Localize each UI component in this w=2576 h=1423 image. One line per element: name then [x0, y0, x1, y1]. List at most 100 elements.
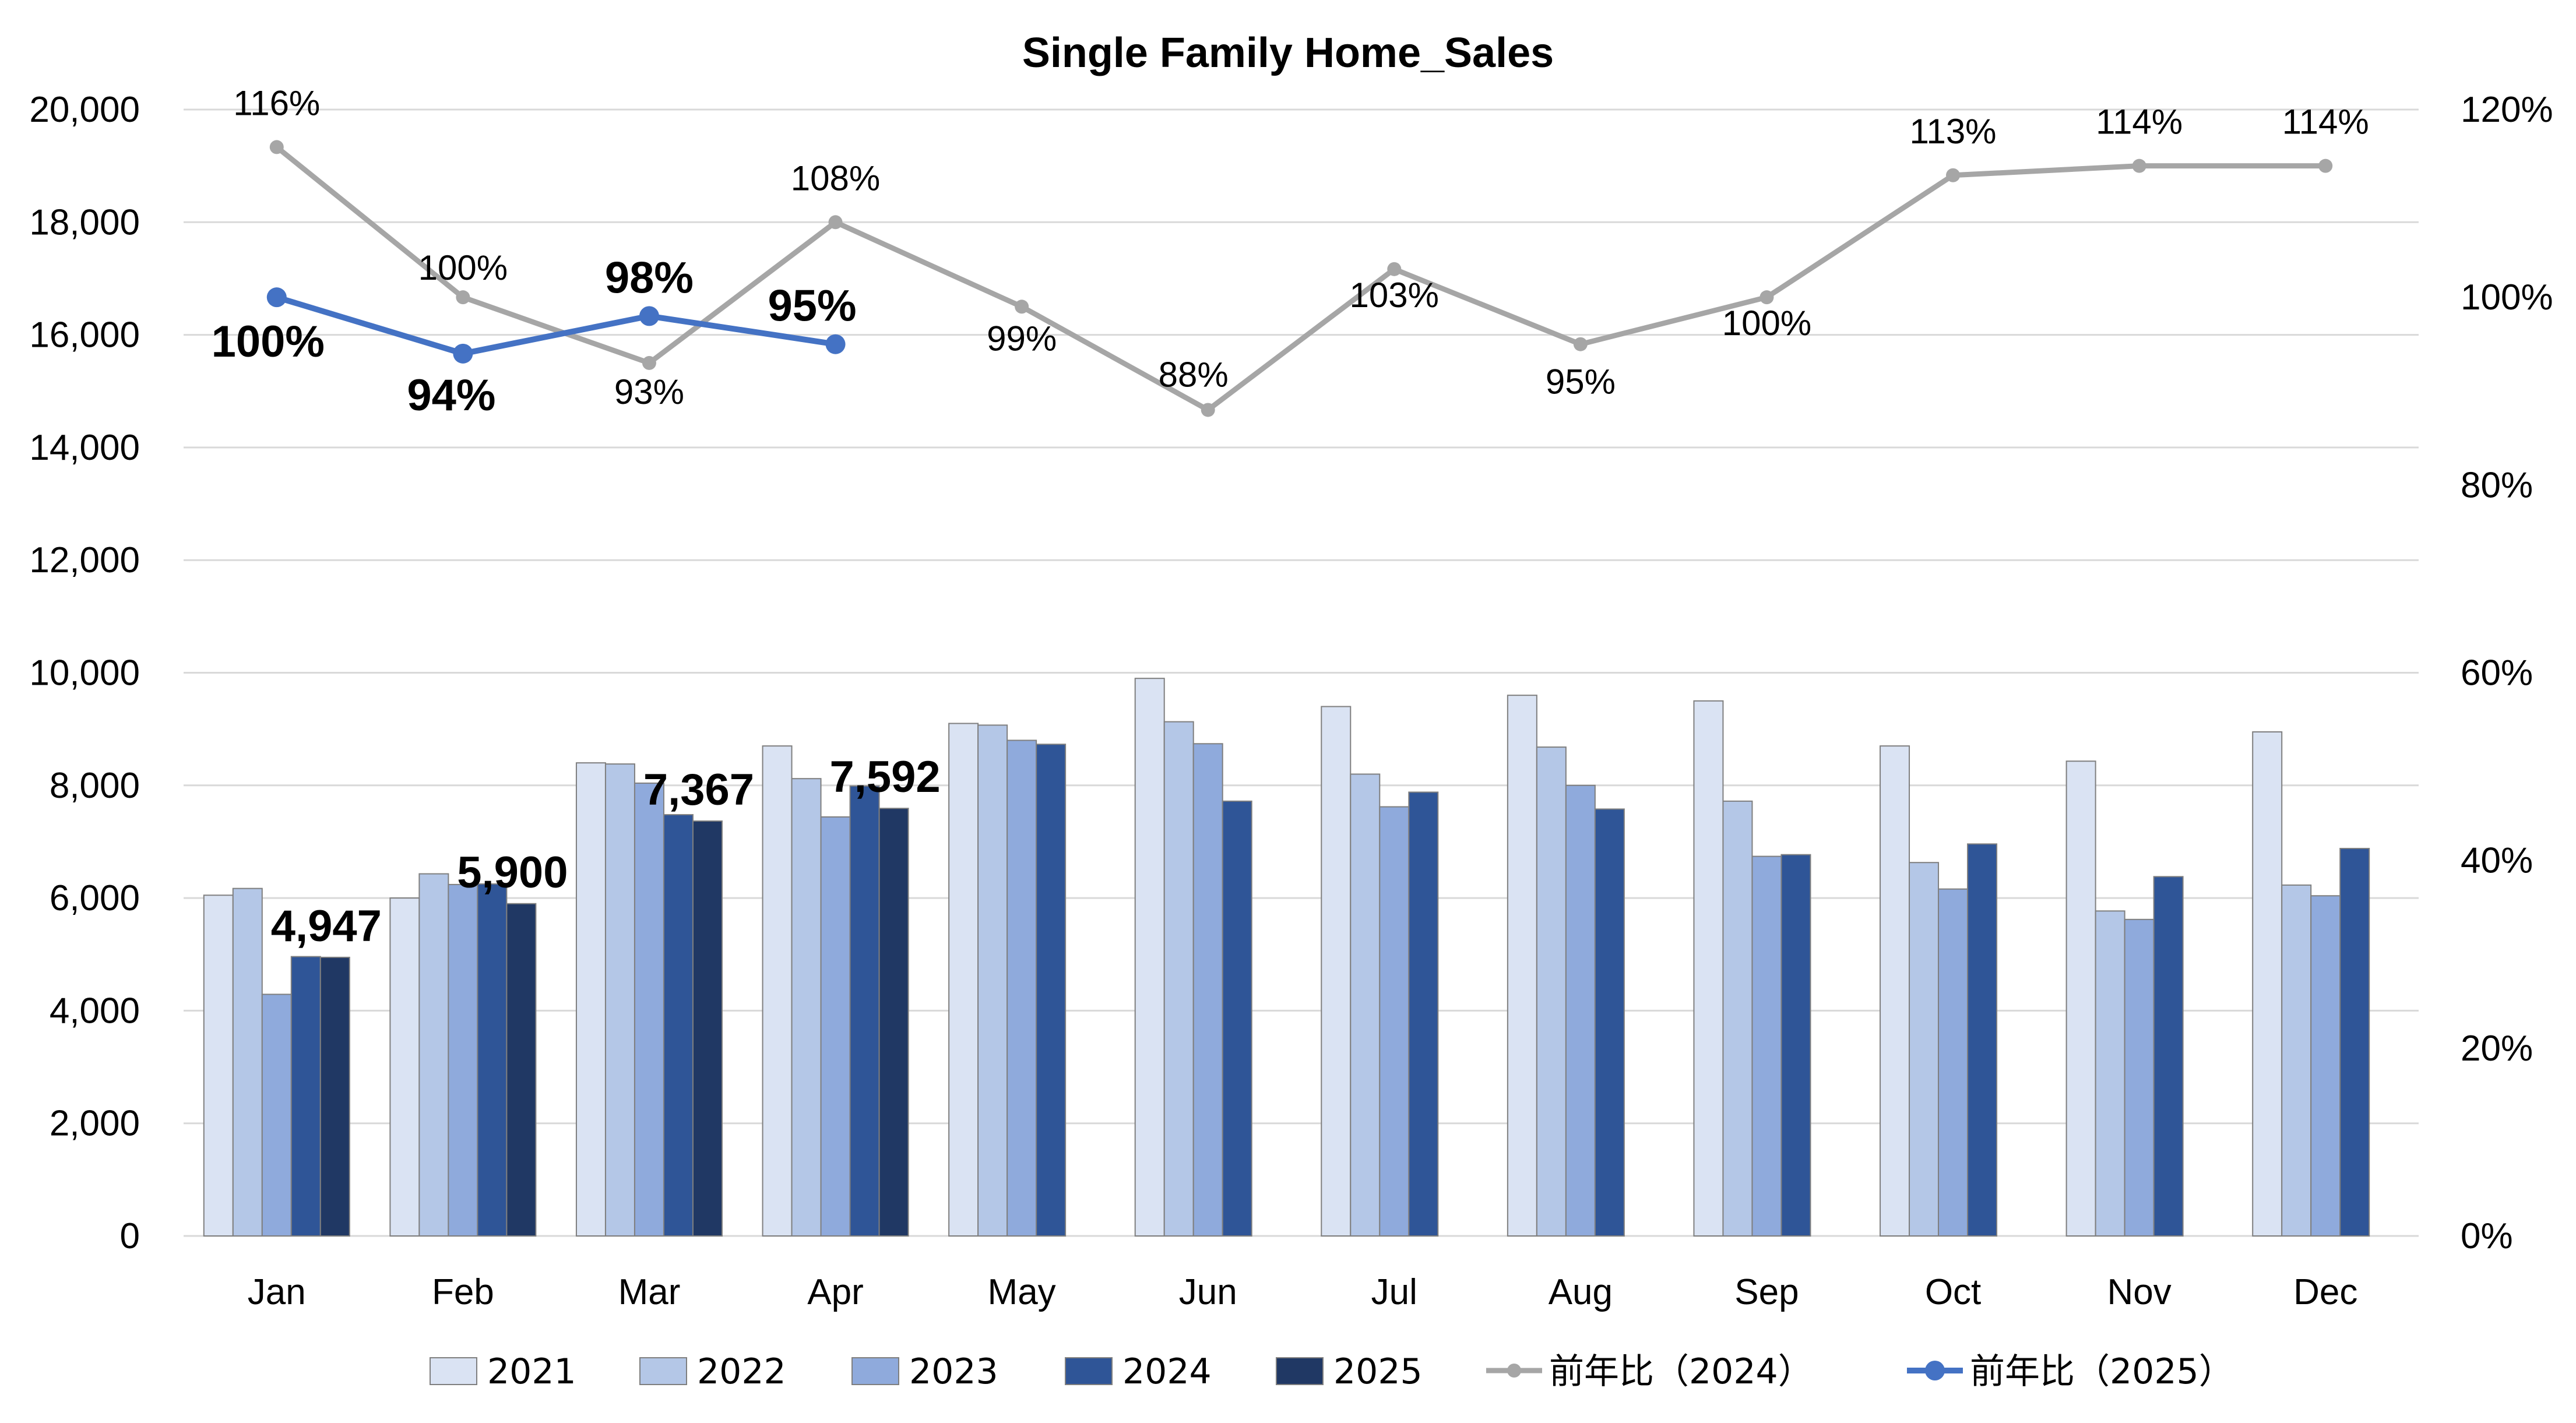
bar-2021-Jul	[1321, 706, 1352, 1237]
line-data-label-2025: 95%	[768, 281, 856, 331]
line-point-2025	[639, 306, 659, 326]
y-left-tick-label: 14,000	[29, 428, 140, 468]
bar-2022-Jul	[1350, 773, 1381, 1237]
bar-2023-Jul	[1379, 806, 1410, 1237]
bar-2022-Dec	[2281, 884, 2312, 1237]
bar-2021-Sep	[1693, 700, 1724, 1237]
legend-marker	[1507, 1364, 1521, 1378]
bar-2024-Feb	[477, 883, 508, 1237]
bar-2023-Dec	[2310, 895, 2341, 1237]
line-data-label-2024: 108%	[791, 158, 880, 198]
line-data-label-2024: 113%	[1910, 112, 1997, 151]
bar-2023-Nov	[2124, 918, 2155, 1237]
line-series-2024	[275, 145, 2326, 413]
y-right-tick-label: 20%	[2461, 1028, 2533, 1069]
legend-label: 2022	[697, 1351, 786, 1392]
bar-2022-Sep	[1722, 800, 1753, 1237]
bar-2024-Jul	[1408, 791, 1439, 1237]
bar-2024-May	[1036, 744, 1067, 1237]
line-data-label-2024: 116%	[233, 83, 320, 122]
bar-2025-Jan	[319, 956, 350, 1237]
line-point-2025	[453, 343, 473, 364]
bar-2021-May	[948, 723, 979, 1237]
legend-label: 前年比（2025）	[1970, 1351, 2234, 1392]
legend-swatch-2023	[851, 1357, 899, 1385]
line-data-label-2025: 98%	[605, 253, 694, 302]
line-point-2024	[2318, 158, 2333, 173]
line-point-2024	[1759, 290, 1774, 305]
line-data-label-2024: 103%	[1350, 276, 1439, 315]
legend-marker	[1925, 1361, 1945, 1380]
bar-2023-Aug	[1565, 784, 1596, 1237]
y-right-tick-label: 0%	[2461, 1216, 2513, 1256]
line-data-label-2025: 100%	[212, 317, 325, 367]
line-series-2025	[276, 294, 836, 357]
bar-2021-Jun	[1134, 678, 1165, 1237]
line-data-label-2025: 94%	[407, 371, 495, 420]
bar-2025-Apr	[878, 808, 909, 1237]
x-tick-label: Oct	[1925, 1272, 1981, 1312]
y-right-tick-label: 40%	[2461, 841, 2533, 881]
y-right-tick-label: 60%	[2461, 653, 2533, 693]
line-point-2024	[1946, 168, 1961, 182]
bar-2023-Jan	[261, 994, 292, 1237]
bar-2025-Mar	[692, 820, 723, 1237]
x-tick-label: Jul	[1371, 1272, 1417, 1312]
bar-2023-Mar	[634, 782, 664, 1237]
line-point-2024	[269, 140, 284, 154]
bar-2022-Aug	[1536, 746, 1567, 1237]
legend-label: 2023	[909, 1351, 998, 1392]
line-data-label-2024: 100%	[418, 248, 508, 287]
x-tick-label: Jun	[1179, 1272, 1237, 1312]
legend-label: 2021	[487, 1351, 576, 1392]
x-tick-label: May	[988, 1272, 1056, 1312]
legend-label: 2025	[1333, 1351, 1423, 1392]
line-data-label-2024: 114%	[2096, 103, 2183, 142]
bar-2023-Feb	[448, 883, 478, 1237]
y-left-tick-label: 12,000	[29, 540, 140, 580]
line-point-2024	[1015, 300, 1029, 314]
bar-2022-Jun	[1163, 721, 1194, 1237]
bar-2024-Dec	[2339, 848, 2370, 1237]
x-tick-label: Mar	[618, 1272, 681, 1312]
y-left-tick-label: 4,000	[50, 991, 140, 1031]
bar-2024-Nov	[2153, 876, 2184, 1237]
bar-2024-Mar	[663, 814, 694, 1237]
bar-2021-Jan	[203, 894, 234, 1237]
line-data-label-2024: 100%	[1722, 304, 1811, 343]
bar-data-label-2025: 7,592	[829, 752, 940, 802]
y-left-tick-label: 0	[120, 1216, 140, 1256]
bar-2021-Dec	[2252, 731, 2283, 1237]
bar-2022-Apr	[791, 778, 822, 1237]
legend-swatch-2024	[1065, 1357, 1113, 1385]
legend-label: 2024	[1122, 1351, 1212, 1392]
y-left-tick-label: 8,000	[50, 766, 140, 806]
x-tick-label: Aug	[1549, 1272, 1613, 1312]
line-point-2024	[1201, 403, 1215, 417]
y-left-tick-label: 16,000	[29, 315, 140, 355]
y-left-tick-label: 20,000	[29, 90, 140, 130]
bar-2022-Nov	[2095, 910, 2125, 1237]
bar-2021-Mar	[575, 762, 606, 1237]
bar-2022-May	[977, 724, 1008, 1237]
y-left-tick-label: 10,000	[29, 653, 140, 693]
line-data-label-2024: 114%	[2282, 103, 2369, 142]
x-tick-label: Jan	[248, 1272, 306, 1312]
y-left-tick-label: 6,000	[50, 878, 140, 918]
line-data-label-2024: 88%	[1159, 355, 1229, 394]
bar-2021-Oct	[1880, 745, 1910, 1237]
y-right-tick-label: 100%	[2461, 277, 2553, 318]
chart-title: Single Family Home_Sales	[1022, 30, 1554, 76]
line-data-label-2024: 93%	[614, 372, 684, 411]
legend-swatch-2022	[639, 1357, 687, 1385]
y-left-tick-label: 18,000	[29, 202, 140, 242]
bar-2021-Apr	[762, 745, 793, 1237]
line-point-2025	[266, 287, 287, 308]
x-tick-label: Sep	[1734, 1272, 1799, 1312]
bar-data-label-2025: 4,947	[271, 901, 382, 951]
legend-swatch-2021	[430, 1357, 477, 1385]
line-data-label-2024: 95%	[1546, 362, 1616, 401]
bar-2024-Oct	[1967, 843, 1998, 1237]
